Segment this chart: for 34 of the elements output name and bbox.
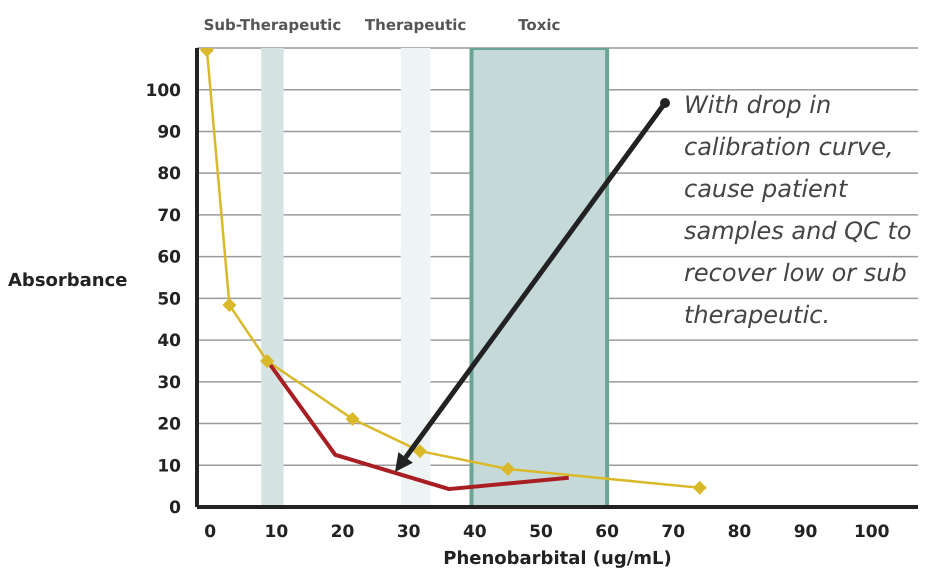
x-tick-label: 0 <box>204 522 216 542</box>
point <box>222 298 236 312</box>
band-label: Sub-Therapeutic <box>204 16 342 34</box>
band-label: Toxic <box>518 16 560 34</box>
band-label: Therapeutic <box>364 16 466 34</box>
y-tick-label: 50 <box>157 289 182 310</box>
x-tick-label: 50 <box>529 522 553 542</box>
y-tick-label: 0 <box>169 498 182 518</box>
y-tick-label: 100 <box>146 80 182 101</box>
x-tick-label: 90 <box>794 522 818 542</box>
y-axis-title: Absorbance <box>8 270 128 291</box>
y-tick-label: 20 <box>157 414 182 435</box>
annotation: With drop in calibration curve, cause patient samples and QC to recover low or sub therapeutic. <box>684 90 913 331</box>
x-tick-label: 30 <box>396 522 421 542</box>
x-tick-label: 100 <box>854 522 890 542</box>
x-tick-label: 40 <box>462 522 487 542</box>
y-tick-label: 30 <box>157 372 182 393</box>
y-tick-label: 70 <box>157 206 182 226</box>
x-tick-label: 60 <box>595 522 620 542</box>
point <box>260 354 274 368</box>
x-tick-label: 70 <box>661 522 686 542</box>
point <box>412 444 427 458</box>
y-tick-label: 80 <box>157 164 182 184</box>
x-tick-label: 20 <box>330 522 355 542</box>
y-tick-label: 40 <box>157 331 182 352</box>
y-tick-label: 60 <box>157 248 182 268</box>
x-tick-label: 80 <box>728 522 752 542</box>
y-tick-label: 90 <box>157 122 182 142</box>
point <box>500 462 515 476</box>
point <box>345 412 360 426</box>
x-tick-label: 10 <box>264 522 288 542</box>
point <box>692 480 707 495</box>
x-axis-title: Phenobarbital (ug/mL) <box>442 548 673 569</box>
y-tick-label: 10 <box>157 456 182 476</box>
